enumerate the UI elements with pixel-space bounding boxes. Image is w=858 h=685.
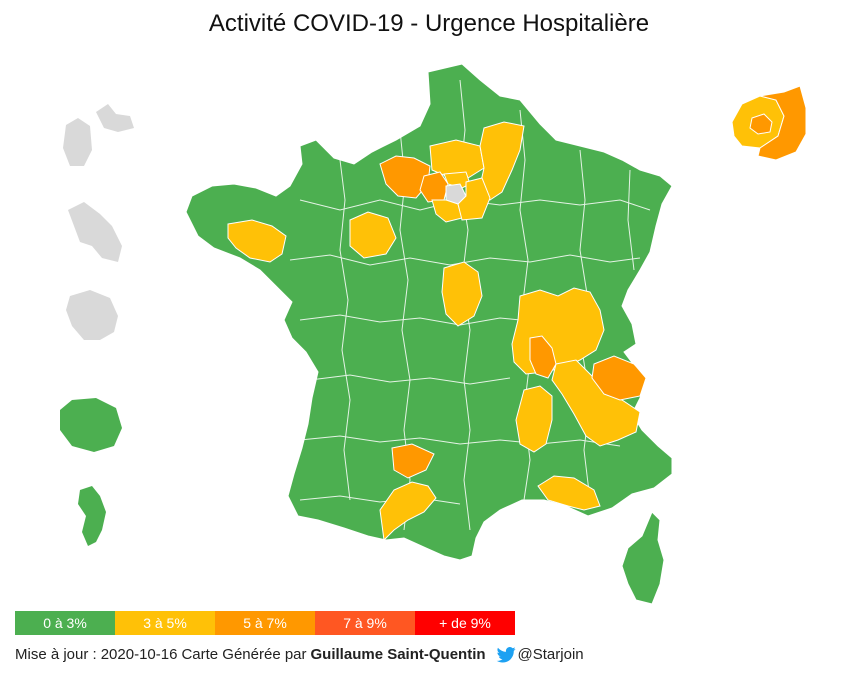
region-idf-center[interactable] bbox=[749, 113, 773, 135]
twitter-icon[interactable] bbox=[496, 646, 516, 663]
france-mainland[interactable] bbox=[185, 63, 673, 561]
update-label: Mise à jour : bbox=[15, 646, 97, 663]
overseas-territories bbox=[60, 104, 134, 546]
dept-haute-savoie[interactable] bbox=[591, 355, 647, 401]
guadeloupe-region[interactable] bbox=[63, 104, 134, 166]
mayotte-region[interactable] bbox=[78, 486, 106, 546]
ile-de-france-inset bbox=[731, 85, 807, 161]
dept-loire-haute-loire[interactable] bbox=[515, 385, 553, 453]
author-name: Guillaume Saint-Quentin bbox=[310, 646, 486, 663]
dept-bouches-du-rhone[interactable] bbox=[537, 475, 601, 511]
guyane-region[interactable] bbox=[66, 290, 118, 340]
legend-item-level5: + de 9% bbox=[415, 611, 515, 635]
twitter-handle[interactable]: @Starjoin bbox=[517, 646, 584, 663]
dept-ille-et-vilaine-area[interactable] bbox=[227, 219, 287, 263]
martinique-region[interactable] bbox=[68, 202, 122, 262]
dept-seine-et-marne[interactable] bbox=[457, 177, 491, 221]
dept-tarn-et-garonne[interactable] bbox=[391, 443, 435, 479]
legend-item-level4: 7 à 9% bbox=[315, 611, 415, 635]
legend: 0 à 3% 3 à 5% 5 à 7% 7 à 9% + de 9% bbox=[15, 611, 515, 635]
highlighted-departments bbox=[227, 121, 647, 542]
dept-haute-garonne[interactable] bbox=[379, 481, 437, 542]
reunion-region[interactable] bbox=[60, 398, 122, 452]
generated-label: Carte Générée par bbox=[181, 646, 307, 663]
metropole bbox=[185, 63, 673, 605]
footer: Mise à jour : 2020-10-16 Carte Générée p… bbox=[15, 646, 584, 663]
dept-aisne[interactable] bbox=[479, 121, 525, 201]
legend-item-level1: 0 à 3% bbox=[15, 611, 115, 635]
dept-oise[interactable] bbox=[429, 139, 485, 179]
region-idf-east[interactable] bbox=[757, 85, 807, 161]
dept-sarthe[interactable] bbox=[349, 211, 397, 259]
legend-item-level3: 5 à 7% bbox=[215, 611, 315, 635]
dept-rhone[interactable] bbox=[529, 335, 557, 379]
map-title: Activité COVID-19 - Urgence Hospitalière bbox=[208, 10, 650, 37]
update-date: 2020-10-16 bbox=[100, 646, 178, 663]
dept-cher[interactable] bbox=[441, 261, 483, 327]
corsica[interactable] bbox=[621, 511, 665, 605]
legend-item-level2: 3 à 5% bbox=[115, 611, 215, 635]
